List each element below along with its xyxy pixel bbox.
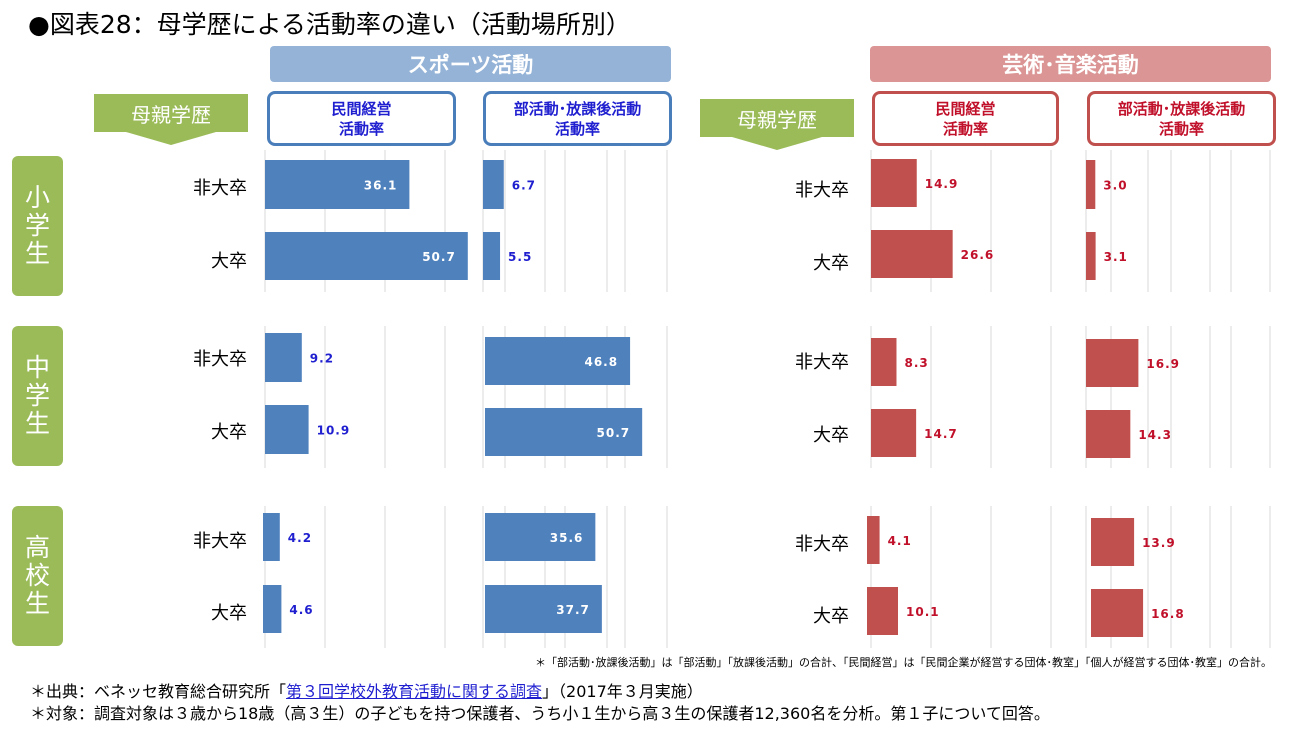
row-label-univ: 大卒	[813, 606, 849, 627]
bar	[265, 405, 309, 454]
sports-section-banner: スポーツ活動	[270, 46, 671, 82]
bar	[1086, 160, 1096, 209]
arts-club-header: 部活動･放課後活動 活動率	[1087, 91, 1276, 146]
bar	[1091, 589, 1144, 637]
row-label-univ: 大卒	[211, 603, 247, 624]
data-label: 10.1	[906, 605, 940, 619]
bar	[871, 409, 917, 457]
data-label: 4.2	[288, 531, 312, 545]
data-label: 10.9	[317, 424, 351, 438]
header-line: 民間経営	[331, 99, 392, 118]
bar	[485, 585, 602, 633]
data-label: 26.6	[961, 248, 995, 262]
row-label-univ: 大卒	[211, 422, 247, 443]
source-suffix: 」（2017年３月実施）	[542, 682, 703, 701]
source-prefix: ＊出典：ベネッセ教育総合研究所「	[30, 682, 287, 701]
target-note: ＊対象：調査対象は３歳から18歳（高３生）の子どもを持つ保護者、うち小１生から高…	[30, 704, 1050, 723]
header-line: 活動率	[554, 119, 600, 138]
bar	[485, 337, 631, 385]
bar	[265, 232, 468, 280]
data-label: 5.5	[508, 250, 532, 264]
data-label: 37.7	[556, 603, 590, 617]
bar	[485, 513, 596, 561]
source-note: ＊出典：ベネッセ教育総合研究所「第３回学校外教育活動に関する調査」（2017年３…	[30, 678, 703, 702]
arts-section-banner: 芸術･音楽活動	[870, 46, 1271, 82]
row-label-univ: 大卒	[813, 425, 849, 446]
data-label: 50.7	[422, 250, 456, 264]
row-label-non-univ: 非大卒	[795, 180, 849, 201]
row-label-univ: 大卒	[211, 251, 247, 272]
survey-link[interactable]: 第３回学校外教育活動に関する調査	[286, 682, 543, 701]
data-label: 16.9	[1146, 357, 1180, 371]
school-level-elementary: 小学生	[12, 156, 63, 296]
bar	[871, 159, 917, 207]
data-label: 13.9	[1142, 536, 1176, 550]
sports-club-header: 部活動･放課後活動 活動率	[483, 91, 672, 146]
data-label: 4.1	[888, 534, 912, 548]
data-label: 8.3	[904, 356, 928, 370]
bar	[263, 513, 280, 561]
data-label: 14.7	[924, 427, 958, 441]
down-arrow-icon	[126, 132, 216, 145]
header-line: 部活動･放課後活動	[513, 99, 642, 118]
data-label: 3.0	[1103, 179, 1127, 193]
data-label: 16.8	[1151, 607, 1185, 621]
school-level-text: 中学生	[24, 353, 50, 438]
bar	[485, 408, 643, 456]
bar	[265, 160, 410, 209]
bar	[871, 230, 953, 278]
bar	[871, 338, 897, 386]
bar	[483, 160, 504, 209]
school-level-junior-high: 中学生	[12, 326, 63, 466]
bar	[483, 232, 501, 280]
row-label-univ: 大卒	[813, 253, 849, 274]
row-label-non-univ: 非大卒	[193, 178, 247, 199]
header-line: 民間経営	[935, 99, 996, 118]
header-line: 活動率	[1158, 119, 1204, 138]
row-label-non-univ: 非大卒	[193, 349, 247, 370]
data-label: 46.8	[584, 355, 618, 369]
sports-private-header: 民間経営 活動率	[267, 91, 456, 146]
page-title: ●図表28：母学歴による活動率の違い（活動場所別）	[28, 10, 631, 39]
bar	[1086, 410, 1131, 458]
data-label: 4.6	[289, 603, 313, 617]
mother-education-text: 母親学歴	[700, 99, 854, 137]
data-label: 35.6	[550, 531, 584, 545]
footnote-definitions: ＊「部活動･放課後活動」は「部活動」｢放課後活動」の合計、「民間経営」は「民間企…	[535, 656, 1272, 669]
row-label-non-univ: 非大卒	[795, 534, 849, 555]
data-label: 9.2	[310, 352, 334, 366]
bar	[1091, 518, 1135, 566]
data-label: 50.7	[597, 426, 631, 440]
bar	[1086, 232, 1096, 280]
bar	[1086, 339, 1139, 387]
mother-education-label-right: 母親学歴	[700, 99, 854, 150]
data-label: 3.1	[1104, 250, 1128, 264]
bar	[867, 516, 880, 564]
data-label: 6.7	[512, 179, 536, 193]
header-line: 活動率	[942, 119, 988, 138]
data-label: 14.9	[925, 177, 959, 191]
bar	[263, 585, 282, 633]
row-label-non-univ: 非大卒	[193, 531, 247, 552]
header-line: 部活動･放課後活動	[1117, 99, 1246, 118]
school-level-high: 高校生	[12, 506, 63, 646]
school-level-text: 高校生	[24, 533, 50, 618]
bar	[265, 333, 302, 382]
school-level-text: 小学生	[24, 183, 50, 268]
down-arrow-icon	[732, 137, 822, 150]
data-label: 36.1	[364, 179, 398, 193]
data-label: 14.3	[1138, 428, 1172, 442]
arts-private-header: 民間経営 活動率	[872, 91, 1059, 146]
row-label-non-univ: 非大卒	[795, 352, 849, 373]
bar	[867, 587, 899, 635]
header-line: 活動率	[338, 119, 384, 138]
mother-education-label-left: 母親学歴	[94, 94, 248, 145]
mother-education-text: 母親学歴	[94, 94, 248, 132]
